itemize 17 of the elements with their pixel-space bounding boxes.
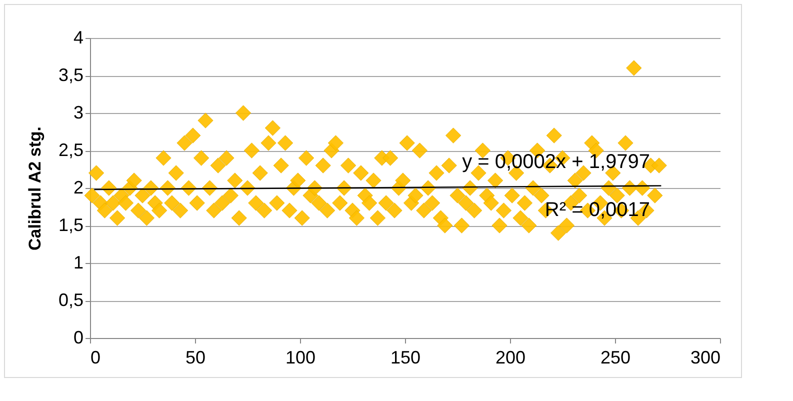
y-tick-label: 3 bbox=[73, 102, 84, 122]
y-tick-label: 2 bbox=[73, 178, 84, 198]
x-tick-label: 300 bbox=[690, 348, 720, 368]
y-tick-label: 4 bbox=[73, 28, 84, 48]
x-tick-label: 50 bbox=[185, 348, 206, 368]
x-tick-label: 0 bbox=[90, 348, 101, 368]
x-tick-label: 250 bbox=[600, 348, 631, 368]
y-tick-label: 0,5 bbox=[58, 290, 84, 310]
x-tick-label: 150 bbox=[390, 348, 421, 368]
y-tick-label: 3,5 bbox=[58, 65, 84, 85]
y-tick-label: 2,5 bbox=[58, 140, 84, 160]
y-tick-label: 0 bbox=[73, 328, 84, 348]
y-tick-label: 1,5 bbox=[58, 215, 84, 235]
x-tick-label: 100 bbox=[285, 348, 316, 368]
y-axis-title: Calibrul A2 stg. bbox=[25, 126, 44, 251]
x-tick-label: 200 bbox=[495, 348, 526, 368]
y-tick-label: 1 bbox=[73, 252, 84, 272]
